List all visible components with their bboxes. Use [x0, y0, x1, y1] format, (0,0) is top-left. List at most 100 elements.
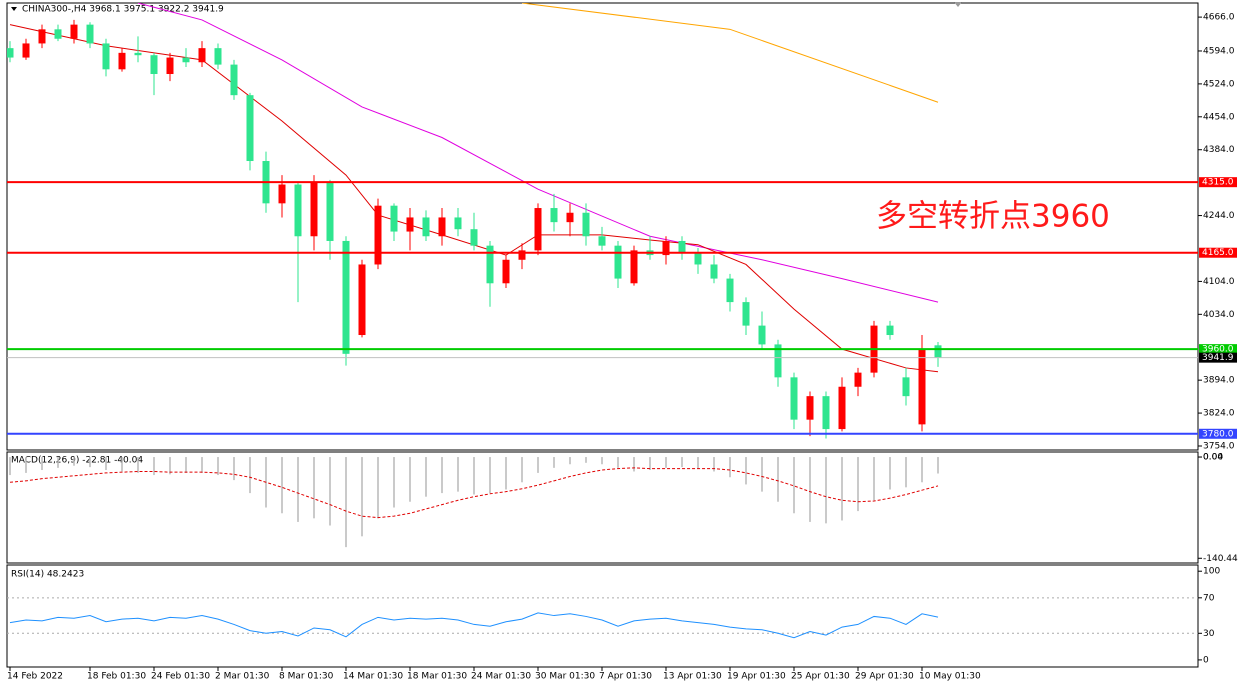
y-tick-label: 70: [1203, 593, 1215, 603]
candle-body: [854, 372, 862, 387]
candle-body: [790, 377, 798, 420]
x-tick-label: 8 Mar 01:30: [279, 672, 334, 682]
x-tick-label: 10 May 01:30: [919, 672, 981, 682]
y-tick-label: 100: [1203, 567, 1220, 577]
candle-body: [310, 182, 318, 237]
x-tick-label: 13 Apr 01:30: [663, 672, 722, 682]
x-tick-label: 2 Mar 01:30: [215, 672, 270, 682]
candle-body: [454, 217, 462, 230]
candle-body: [246, 95, 254, 162]
level-label: 3960.0: [1202, 345, 1234, 355]
candle-body: [118, 52, 126, 70]
candle-body: [230, 64, 238, 96]
annotation: 多空转折点3960: [876, 199, 1110, 235]
y-tick-label: 4104.0: [1203, 277, 1235, 287]
moving-average: [137, 3, 939, 303]
y-tick-label: 3894.0: [1203, 376, 1235, 386]
candle-body: [470, 229, 478, 246]
x-tick-label: 18 Mar 01:30: [407, 672, 467, 682]
candle-body: [102, 43, 110, 70]
x-tick-label: 24 Feb 01:30: [151, 672, 210, 682]
candle-body: [54, 29, 62, 39]
shift-marker: [954, 2, 962, 7]
candle-body: [502, 259, 510, 284]
candle-body: [358, 264, 366, 336]
candle-body: [630, 250, 638, 284]
candle-body: [550, 208, 558, 223]
level-tag: [1199, 247, 1237, 258]
candle-body: [86, 24, 94, 44]
candle-body: [166, 57, 174, 75]
candle-body: [438, 217, 446, 237]
candle-body: [326, 182, 334, 241]
level-label: 4165.0: [1202, 248, 1234, 258]
x-tick-label: 30 Mar 01:30: [535, 672, 595, 682]
candle-body: [406, 217, 414, 232]
candle-body: [214, 48, 222, 65]
candle-body: [134, 52, 142, 56]
candle-body: [774, 344, 782, 378]
moving-average: [9, 24, 939, 373]
candle-body: [150, 55, 158, 75]
candle-body: [614, 245, 622, 279]
level-label: 3941.9: [1202, 353, 1234, 363]
candle-body: [518, 250, 526, 260]
y-tick-label: 3824.0: [1203, 409, 1235, 419]
rsi-title: RSI(14) 48.2423: [11, 570, 84, 580]
candle-body: [726, 278, 734, 303]
y-tick-label: 4384.0: [1203, 145, 1235, 155]
candle-body: [822, 396, 830, 430]
y-tick-label: -140.44: [1203, 554, 1238, 564]
candle-body: [198, 48, 206, 63]
y-tick-label: 4244.0: [1203, 211, 1235, 221]
y-tick-label: 0.04: [1203, 453, 1223, 463]
candle-body: [566, 212, 574, 223]
chart-title: CHINA300-,H4 3968.1 3975.1 3922.2 3941.9: [22, 5, 224, 15]
y-tick-label: 0.00: [1203, 453, 1223, 463]
candle-body: [934, 345, 942, 358]
candle-body: [742, 302, 750, 326]
candle-body: [678, 240, 686, 253]
candle-body: [806, 396, 814, 420]
y-tick-label: 30: [1203, 629, 1215, 639]
y-tick-label: 4454.0: [1203, 112, 1235, 122]
candle-body: [694, 252, 702, 265]
candle-body: [182, 57, 190, 63]
candle-body: [758, 325, 766, 345]
level-tag: [1199, 352, 1237, 363]
menu-arrow: [11, 7, 17, 11]
candle-body: [838, 386, 846, 430]
candle-body: [294, 184, 302, 237]
level-tag: [1199, 428, 1237, 439]
x-tick-label: 24 Mar 01:30: [471, 672, 531, 682]
x-tick-label: 14 Feb 2022: [7, 672, 63, 682]
candle-body: [582, 212, 590, 237]
candle-body: [22, 43, 30, 58]
y-tick-label: 3754.0: [1203, 442, 1235, 452]
candle-body: [70, 24, 78, 39]
candle-body: [38, 29, 46, 44]
y-tick-label: 4034.0: [1203, 310, 1235, 320]
level-tag: [1199, 177, 1237, 188]
candle-body: [390, 205, 398, 232]
candle-body: [374, 205, 382, 265]
plot-area: [7, 3, 942, 439]
candle-body: [342, 240, 350, 354]
candle-body: [710, 264, 718, 279]
signal-line: [9, 467, 939, 519]
candle-body: [534, 208, 542, 251]
y-tick-label: 4524.0: [1203, 79, 1235, 89]
candle-body: [886, 325, 894, 336]
moving-average: [521, 3, 939, 103]
x-tick-label: 7 Apr 01:30: [599, 672, 652, 682]
x-tick-label: 14 Mar 01:30: [343, 672, 403, 682]
candle-body: [486, 245, 494, 284]
level-label: 4315.0: [1202, 178, 1234, 188]
x-tick-label: 18 Feb 01:30: [87, 672, 146, 682]
candle-body: [662, 240, 670, 256]
y-tick-label: 0: [1203, 655, 1209, 665]
x-tick-label: 29 Apr 01:30: [855, 672, 914, 682]
candle-body: [918, 349, 926, 425]
